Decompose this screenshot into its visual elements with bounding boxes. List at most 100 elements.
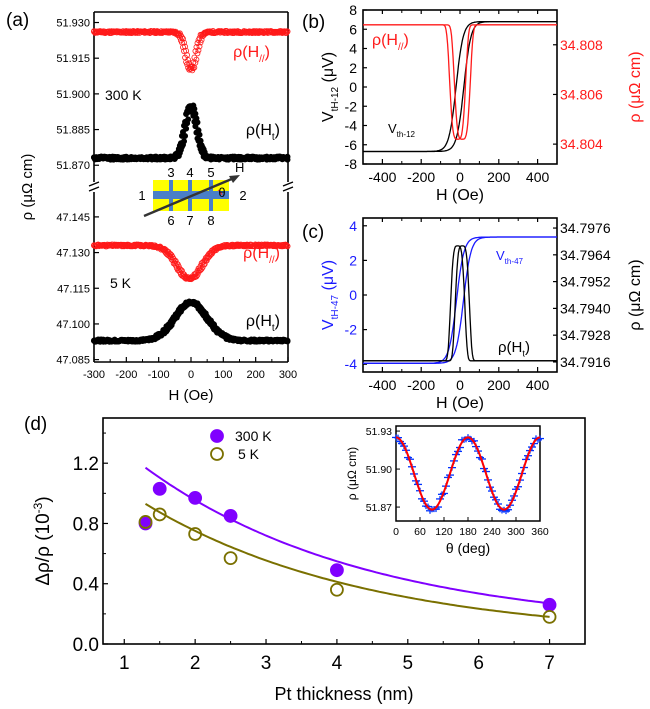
d-ylabel-main: Δρ/ρ (10 (33, 513, 54, 585)
a-label-rho-ht-300K-main: ρ(H (246, 122, 272, 139)
panel-c-y2tick-label: 34.7976 (560, 220, 611, 236)
a-xtick-label: 200 (246, 369, 264, 381)
a-data-point (284, 243, 291, 250)
d-xtick-label: 6 (473, 653, 484, 674)
inset-ylabel: ρ (μΩ cm) (345, 447, 359, 500)
a-data-point (194, 50, 201, 57)
a-label-rho-hpar-300K-end: ) (265, 44, 270, 61)
inset-ytick-label: 51.90 (366, 464, 392, 476)
device-theta-label: θ (218, 185, 225, 200)
panel-b-ytick-label: 4 (349, 41, 357, 57)
a-data-point (196, 43, 203, 50)
panel-label-c: (c) (302, 222, 324, 243)
a-data-point (183, 125, 190, 132)
a-label-rho-hpar-5K-end: ) (275, 245, 280, 262)
device-schematic: 3 4 5 6 7 8 1 2θH (138, 160, 246, 228)
panel-c-ytick-label: 4 (349, 218, 357, 234)
a-data-point (247, 243, 254, 250)
a-data-point (283, 30, 290, 36)
d-xtick-label: 2 (190, 653, 201, 674)
c-label-vth47: Vth-47 (496, 248, 524, 266)
panel-c-y2tick-label: 34.7928 (560, 327, 611, 343)
panel-b-ylabel-end: (μV) (320, 52, 337, 87)
a-data-point (185, 57, 192, 63)
panel-b-ytick-label: -2 (345, 98, 358, 114)
panel-c-ylabel: VtH-47 (μV) (320, 260, 341, 330)
b-label-rho-hpar-sub: // (398, 42, 404, 53)
panel-b-ytick-label: -4 (345, 118, 358, 134)
panel-label-a: (a) (6, 10, 29, 31)
axis-break-mark (88, 186, 100, 192)
panel-a: 51.870 51.885 51.900 51.915 51.930 47.085 47.1… (19, 11, 297, 404)
d-xtick-label: 5 (403, 653, 414, 674)
d-ylabel-end: ) (33, 496, 54, 502)
a-data-point (191, 105, 198, 112)
panel-b-xtick-label: 400 (526, 169, 550, 185)
d-frame (102, 417, 586, 645)
a-data-point (182, 133, 189, 140)
panel-b-ytick-label: 2 (349, 60, 357, 76)
inset-ytick-label: 51.87 (366, 502, 392, 514)
panel-b-ytick-label: 8 (349, 2, 357, 18)
a-label-rho-ht-5K: ρ(Ht) (246, 313, 280, 334)
panel-c-ytick-label: -4 (345, 356, 358, 372)
inset-fit-curve (395, 436, 541, 511)
d-inset: 51.87 51.90 51.93 0 60 120 180 240 300 360 θ (deg)… (345, 425, 549, 556)
device-contact-bottom: 7 (186, 213, 193, 228)
a-xtick-label: 300 (279, 369, 297, 381)
a-label-rho-hpar-5K-sub: // (269, 255, 275, 266)
a-temp-5K: 5 K (110, 275, 132, 291)
panel-b-y2label: ρ (μΩ cm) (627, 51, 644, 122)
a-data-point (198, 36, 205, 43)
device-contact-top: 3 (167, 165, 174, 180)
panel-b-ytick-label: 0 (349, 79, 357, 95)
inset-xtick-label: 60 (414, 526, 426, 538)
a-ylabel: ρ (μΩ cm) (19, 154, 36, 221)
field-arrow-head (229, 175, 240, 183)
panel-b-xtick-label: -400 (368, 169, 396, 185)
legend-label: 5 K (238, 446, 260, 462)
b-label-vth12-main: V (388, 121, 397, 136)
a-data-point (132, 30, 139, 36)
panel-c-xtick-label: 400 (526, 377, 550, 393)
d-fit-300K (144, 466, 550, 605)
c-label-rho-ht: ρ(Ht) (498, 339, 530, 359)
legend-marker (210, 429, 224, 443)
a-label-rho-hpar-5K: ρ(H//) (243, 245, 280, 266)
d-ytick-label: 1.2 (73, 454, 99, 475)
a-label-rho-hpar-300K-main: ρ(H (233, 44, 259, 61)
panel-c-ytick-label: 2 (349, 252, 357, 268)
panel-c-series-Ht-branch (363, 245, 557, 362)
a-data-point (183, 47, 189, 54)
theta-arc (217, 189, 223, 196)
c-label-vth47-main: V (496, 248, 505, 263)
a-ytick-label: 51.915 (56, 53, 90, 65)
panel-label-b: (b) (302, 12, 325, 33)
axis-break-mark (282, 186, 294, 192)
c-label-rho-ht-end: ) (525, 339, 530, 356)
device-contact-bottom: 8 (207, 213, 214, 228)
a-ytick-label: 51.930 (56, 18, 90, 30)
device-contact-top: 5 (207, 165, 214, 180)
panel-b-xtick-label: 0 (456, 169, 464, 185)
b-label-rho-hpar-end: ) (404, 32, 409, 49)
panel-b-y2tick-label: 34.808 (560, 37, 603, 53)
a-label-rho-hpar-300K: ρ(H//) (233, 44, 270, 65)
d-xtick-label: 4 (332, 653, 343, 674)
a-data-point (181, 39, 187, 46)
panel-c-ylabel-main: V (320, 319, 337, 330)
d-data-point (223, 551, 238, 566)
panel-b-series-H-branch (363, 24, 557, 140)
panel-b-ylabel-main: V (320, 111, 337, 122)
a-data-point (283, 242, 290, 248)
panel-b-ytick-label: 6 (349, 21, 357, 37)
d-data-point (152, 481, 167, 496)
d-data-point (542, 597, 557, 612)
panel-c-xtick-label: 200 (487, 377, 511, 393)
d-data-point (330, 563, 344, 578)
b-label-rho-hpar: ρ(H//) (372, 32, 409, 53)
panel-label-d: (d) (24, 414, 47, 435)
d-ytick-label: 0.4 (73, 575, 100, 596)
a-data-point (190, 65, 197, 72)
panel-c: -4 -2 0 2 4 34.7916 34.7928 34.7940 34.7952 34.79… (320, 217, 644, 412)
